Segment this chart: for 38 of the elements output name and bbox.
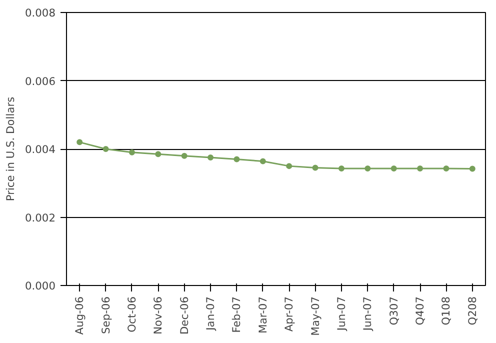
point [390,165,397,172]
x-tick-label: Jun-07 [334,296,348,332]
point [76,139,83,146]
y-axis-title: Price in U.S. Dollars [4,96,17,202]
point [208,154,214,161]
point [312,164,318,171]
point [443,165,450,172]
point [234,156,240,162]
point [469,166,476,172]
x-tick-label: Nov-06 [152,296,165,334]
y-tick-label: 0.002 [24,211,56,224]
x-tick-label: Q208 [466,296,479,326]
y-tick-label: 0.006 [24,74,56,88]
y-tick-label: 0.000 [24,280,56,292]
y-tick-label: 0.004 [24,143,56,156]
x-tick-label: Q108 [440,296,453,326]
x-tick-label: Jun-07 [361,296,374,332]
x-tick-label: Jan-07 [204,296,218,332]
y-tick-label: 0.008 [24,6,56,20]
point [260,158,266,164]
point [417,165,424,172]
x-tick-label: Sep-06 [99,296,112,334]
point [181,152,188,159]
point [286,163,292,170]
x-tick-label: May-07 [308,296,322,336]
point [338,165,344,172]
x-tick-label: Q407 [414,296,427,326]
x-tick-label: Dec-06 [178,296,191,335]
point [128,149,135,156]
point [155,151,162,158]
point [364,165,371,172]
x-tick-label: Aug-06 [73,296,86,335]
x-tick-label: Apr-07 [282,296,296,332]
x-tick-label: Feb-07 [230,296,244,333]
x-tick-label: Mar-07 [256,296,270,334]
point [102,146,109,152]
x-tick-label: Oct-06 [125,296,138,332]
x-tick-label: Q307 [387,296,400,326]
